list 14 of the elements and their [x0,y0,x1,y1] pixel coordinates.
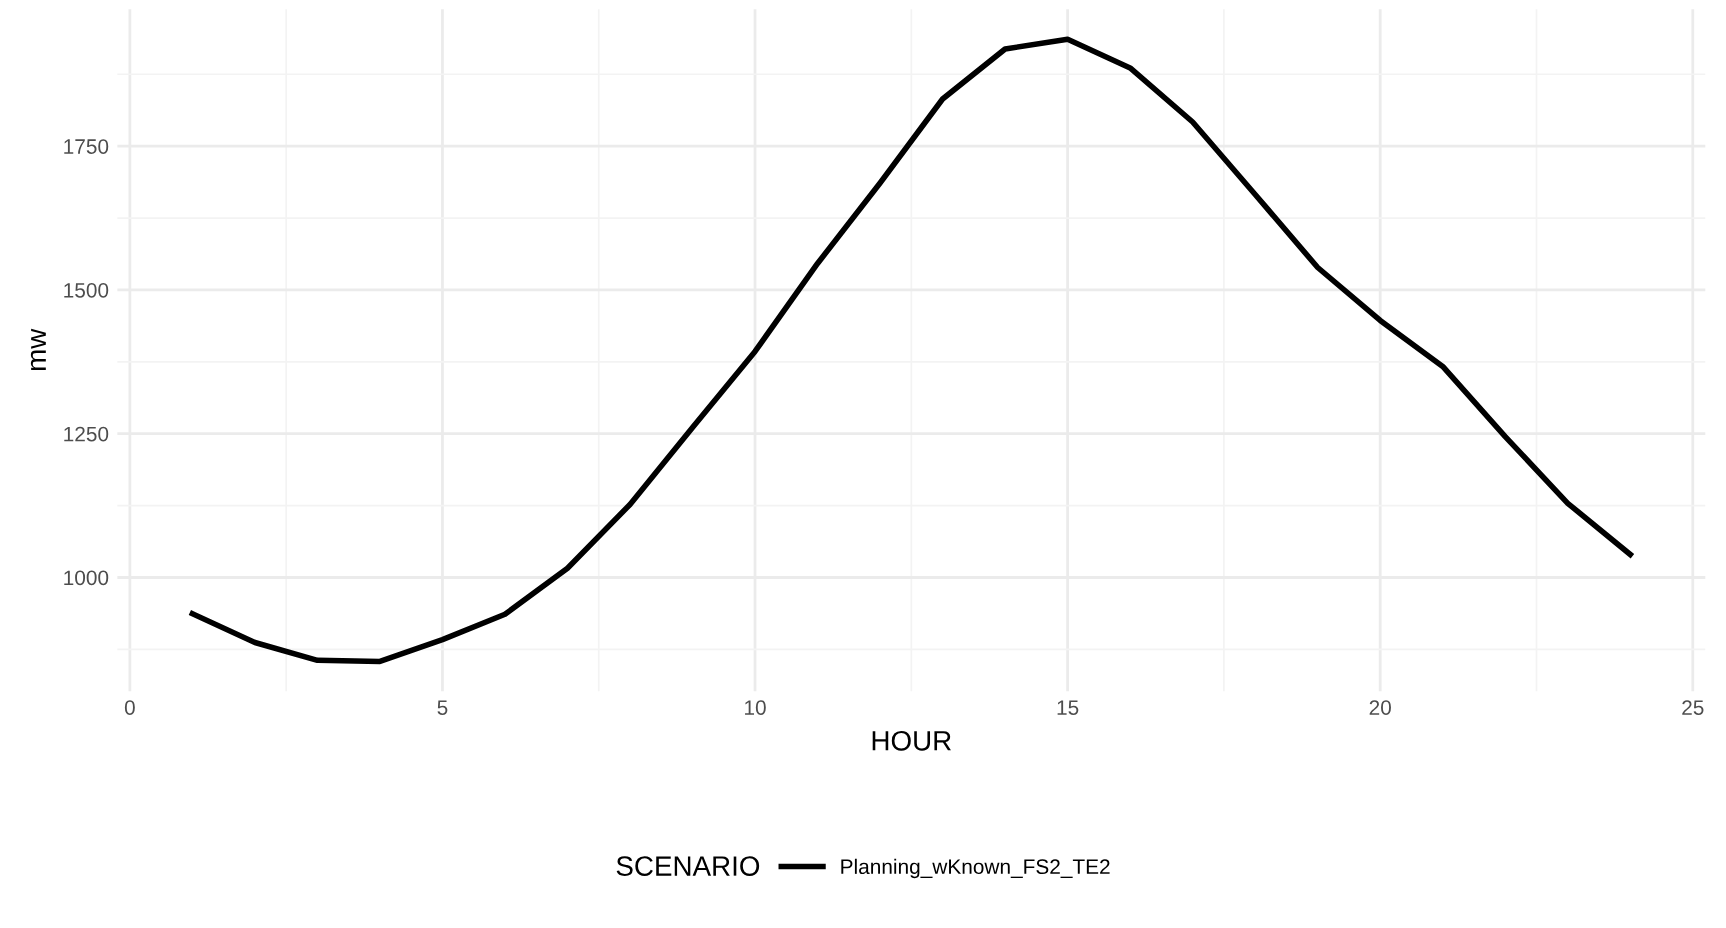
x-tick-label: 25 [1682,700,1704,715]
x-tick-label: 0 [124,700,135,715]
legend-label: Planning_wKnown_FS2_TE2 [841,858,1110,879]
x-tick-label: 5 [437,700,448,715]
y-tick-label: 1750 [64,139,109,154]
x-tick-label: 15 [1057,700,1079,715]
x-tick-label: 20 [1369,700,1391,715]
x-tick-label: 10 [745,700,766,715]
y-tick-label: 1000 [64,570,109,586]
x-axis-title: HOUR [872,730,951,751]
y-tick-label: 1500 [64,282,109,298]
y-tick-label: 1250 [64,426,109,442]
legend-title: SCENARIO [616,856,760,876]
y-axis-title: mw [30,328,46,371]
